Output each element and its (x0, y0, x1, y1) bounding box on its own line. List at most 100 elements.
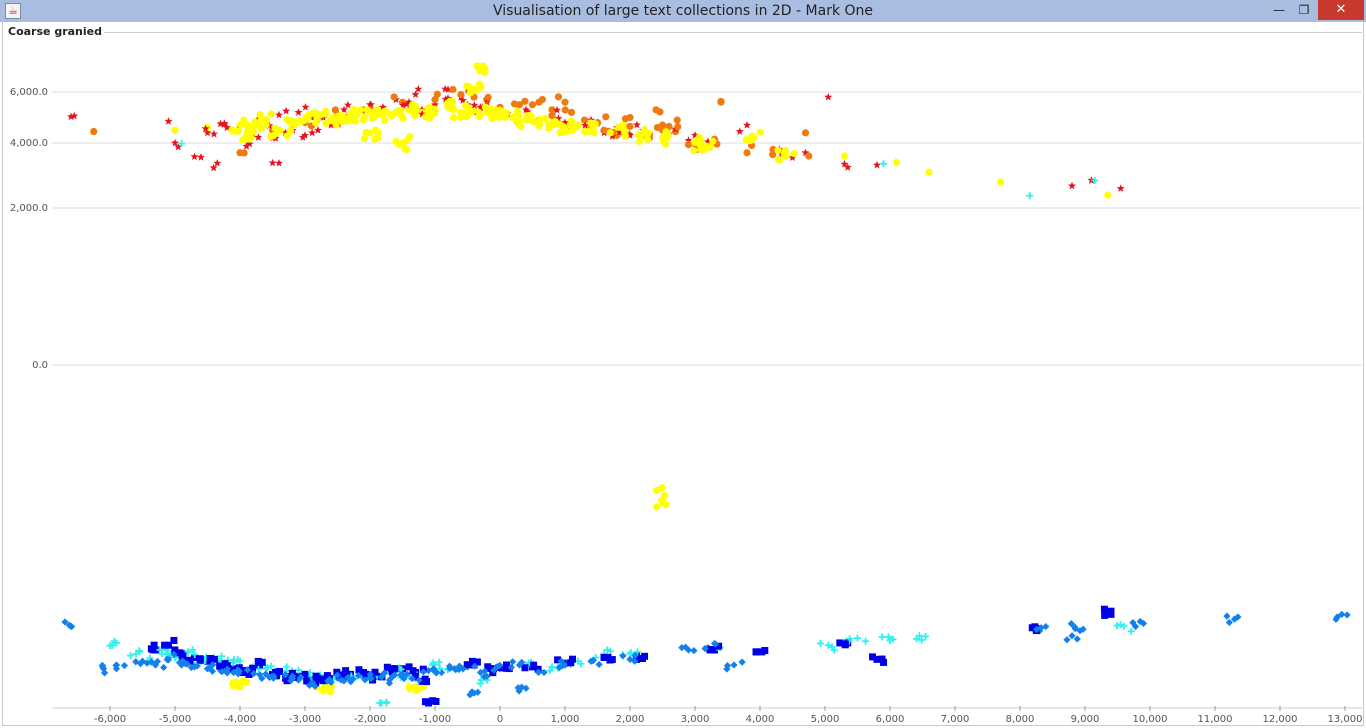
chart-panel (2, 22, 1364, 726)
x-tick-label: -2,000 (354, 714, 386, 725)
data-point-plus (191, 650, 199, 658)
data-point-diamond (179, 657, 187, 665)
data-point-square (391, 665, 399, 673)
data-point-plus (862, 637, 870, 645)
data-point-circle (748, 132, 756, 140)
data-point-diamond (1068, 632, 1076, 640)
data-point-circle (322, 119, 330, 127)
data-point-circle (374, 110, 382, 118)
data-point-circle (559, 128, 567, 137)
data-point-circle (535, 122, 543, 130)
data-point-star (223, 123, 231, 132)
data-point-diamond (377, 673, 386, 681)
y-tick-label: 4,000.0 (10, 138, 48, 149)
data-point-square (421, 675, 429, 683)
data-point-plus (1120, 622, 1128, 630)
data-point-diamond (380, 669, 388, 677)
data-point-plus (263, 664, 271, 672)
data-point-star (398, 101, 407, 109)
data-point-diamond (391, 671, 399, 679)
data-point-diamond (534, 668, 543, 676)
data-point-plus (1026, 192, 1034, 200)
data-point-plus (1116, 621, 1124, 629)
data-point-star (581, 121, 590, 129)
data-point-square (869, 653, 877, 661)
data-point-star (343, 100, 352, 109)
data-point-square (383, 663, 391, 671)
data-point-square (429, 697, 437, 705)
data-point-diamond (234, 670, 242, 678)
panel-title: Coarse granied (8, 25, 104, 38)
data-point-circle (388, 112, 396, 120)
data-point-plus (922, 632, 930, 640)
data-point-circle (697, 145, 705, 154)
data-point-plus (824, 641, 832, 649)
data-point-plus (548, 663, 556, 671)
data-point-diamond (1131, 622, 1140, 631)
data-point-diamond (400, 674, 408, 683)
minimize-button[interactable]: — (1273, 3, 1285, 17)
data-point-circle (481, 103, 489, 111)
restore-button[interactable]: ❐ (1298, 3, 1310, 17)
data-point-circle (653, 503, 661, 511)
data-point-circle (390, 93, 398, 101)
data-point-plus (156, 646, 164, 654)
data-point-diamond (509, 658, 517, 666)
data-point-diamond (490, 666, 498, 674)
data-point-star (684, 136, 693, 144)
data-point-circle (636, 137, 644, 145)
data-point-square (873, 655, 881, 663)
data-point-square (600, 654, 608, 661)
data-point-square (409, 667, 417, 675)
data-point-star (301, 131, 309, 139)
data-point-circle (495, 113, 503, 122)
java-icon[interactable]: ☕ (5, 3, 21, 19)
data-point-diamond (711, 639, 719, 648)
data-point-star (441, 95, 450, 103)
data-point-circle (656, 108, 664, 116)
data-point-diamond (589, 656, 597, 664)
data-point-circle (561, 98, 569, 106)
data-point-diamond (340, 677, 348, 685)
data-point-circle (658, 483, 666, 492)
data-point-circle (570, 124, 578, 132)
data-point-square (1031, 623, 1039, 631)
data-point-plus (254, 665, 262, 673)
data-point-circle (644, 135, 652, 143)
data-point-diamond (1139, 619, 1148, 628)
data-point-square (841, 640, 849, 648)
data-point-square (362, 670, 370, 678)
data-point-square (715, 642, 723, 650)
data-point-plus (878, 633, 886, 641)
x-tick-label: 11,000 (1198, 714, 1233, 725)
data-point-circle (524, 111, 532, 120)
data-point-diamond (305, 681, 314, 690)
data-point-diamond (507, 663, 515, 672)
data-point-star (1068, 181, 1076, 190)
data-point-circle (262, 121, 270, 129)
data-point-circle (412, 103, 420, 111)
data-points (61, 62, 1351, 707)
x-tick-label: -1,000 (419, 714, 451, 725)
data-point-star (523, 107, 532, 116)
data-point-plus (476, 679, 484, 687)
data-point-circle (356, 106, 364, 114)
data-point-circle (549, 119, 557, 128)
data-point-star (70, 111, 79, 120)
data-point-circle (805, 152, 813, 160)
data-point-circle (774, 146, 782, 155)
data-point-plus (854, 634, 861, 642)
data-point-circle (450, 114, 458, 122)
data-point-diamond (430, 666, 438, 675)
data-point-diamond (1225, 618, 1233, 627)
data-point-star (301, 103, 310, 111)
close-button[interactable]: ✕ (1318, 0, 1364, 20)
data-point-diamond (1136, 617, 1144, 626)
data-point-circle (360, 113, 369, 121)
data-point-circle (362, 128, 370, 137)
data-point-circle (350, 105, 358, 114)
x-tick-label: 9,000 (1071, 714, 1100, 725)
data-point-circle (634, 131, 643, 139)
y-tick-label: 2,000.0 (10, 203, 48, 214)
